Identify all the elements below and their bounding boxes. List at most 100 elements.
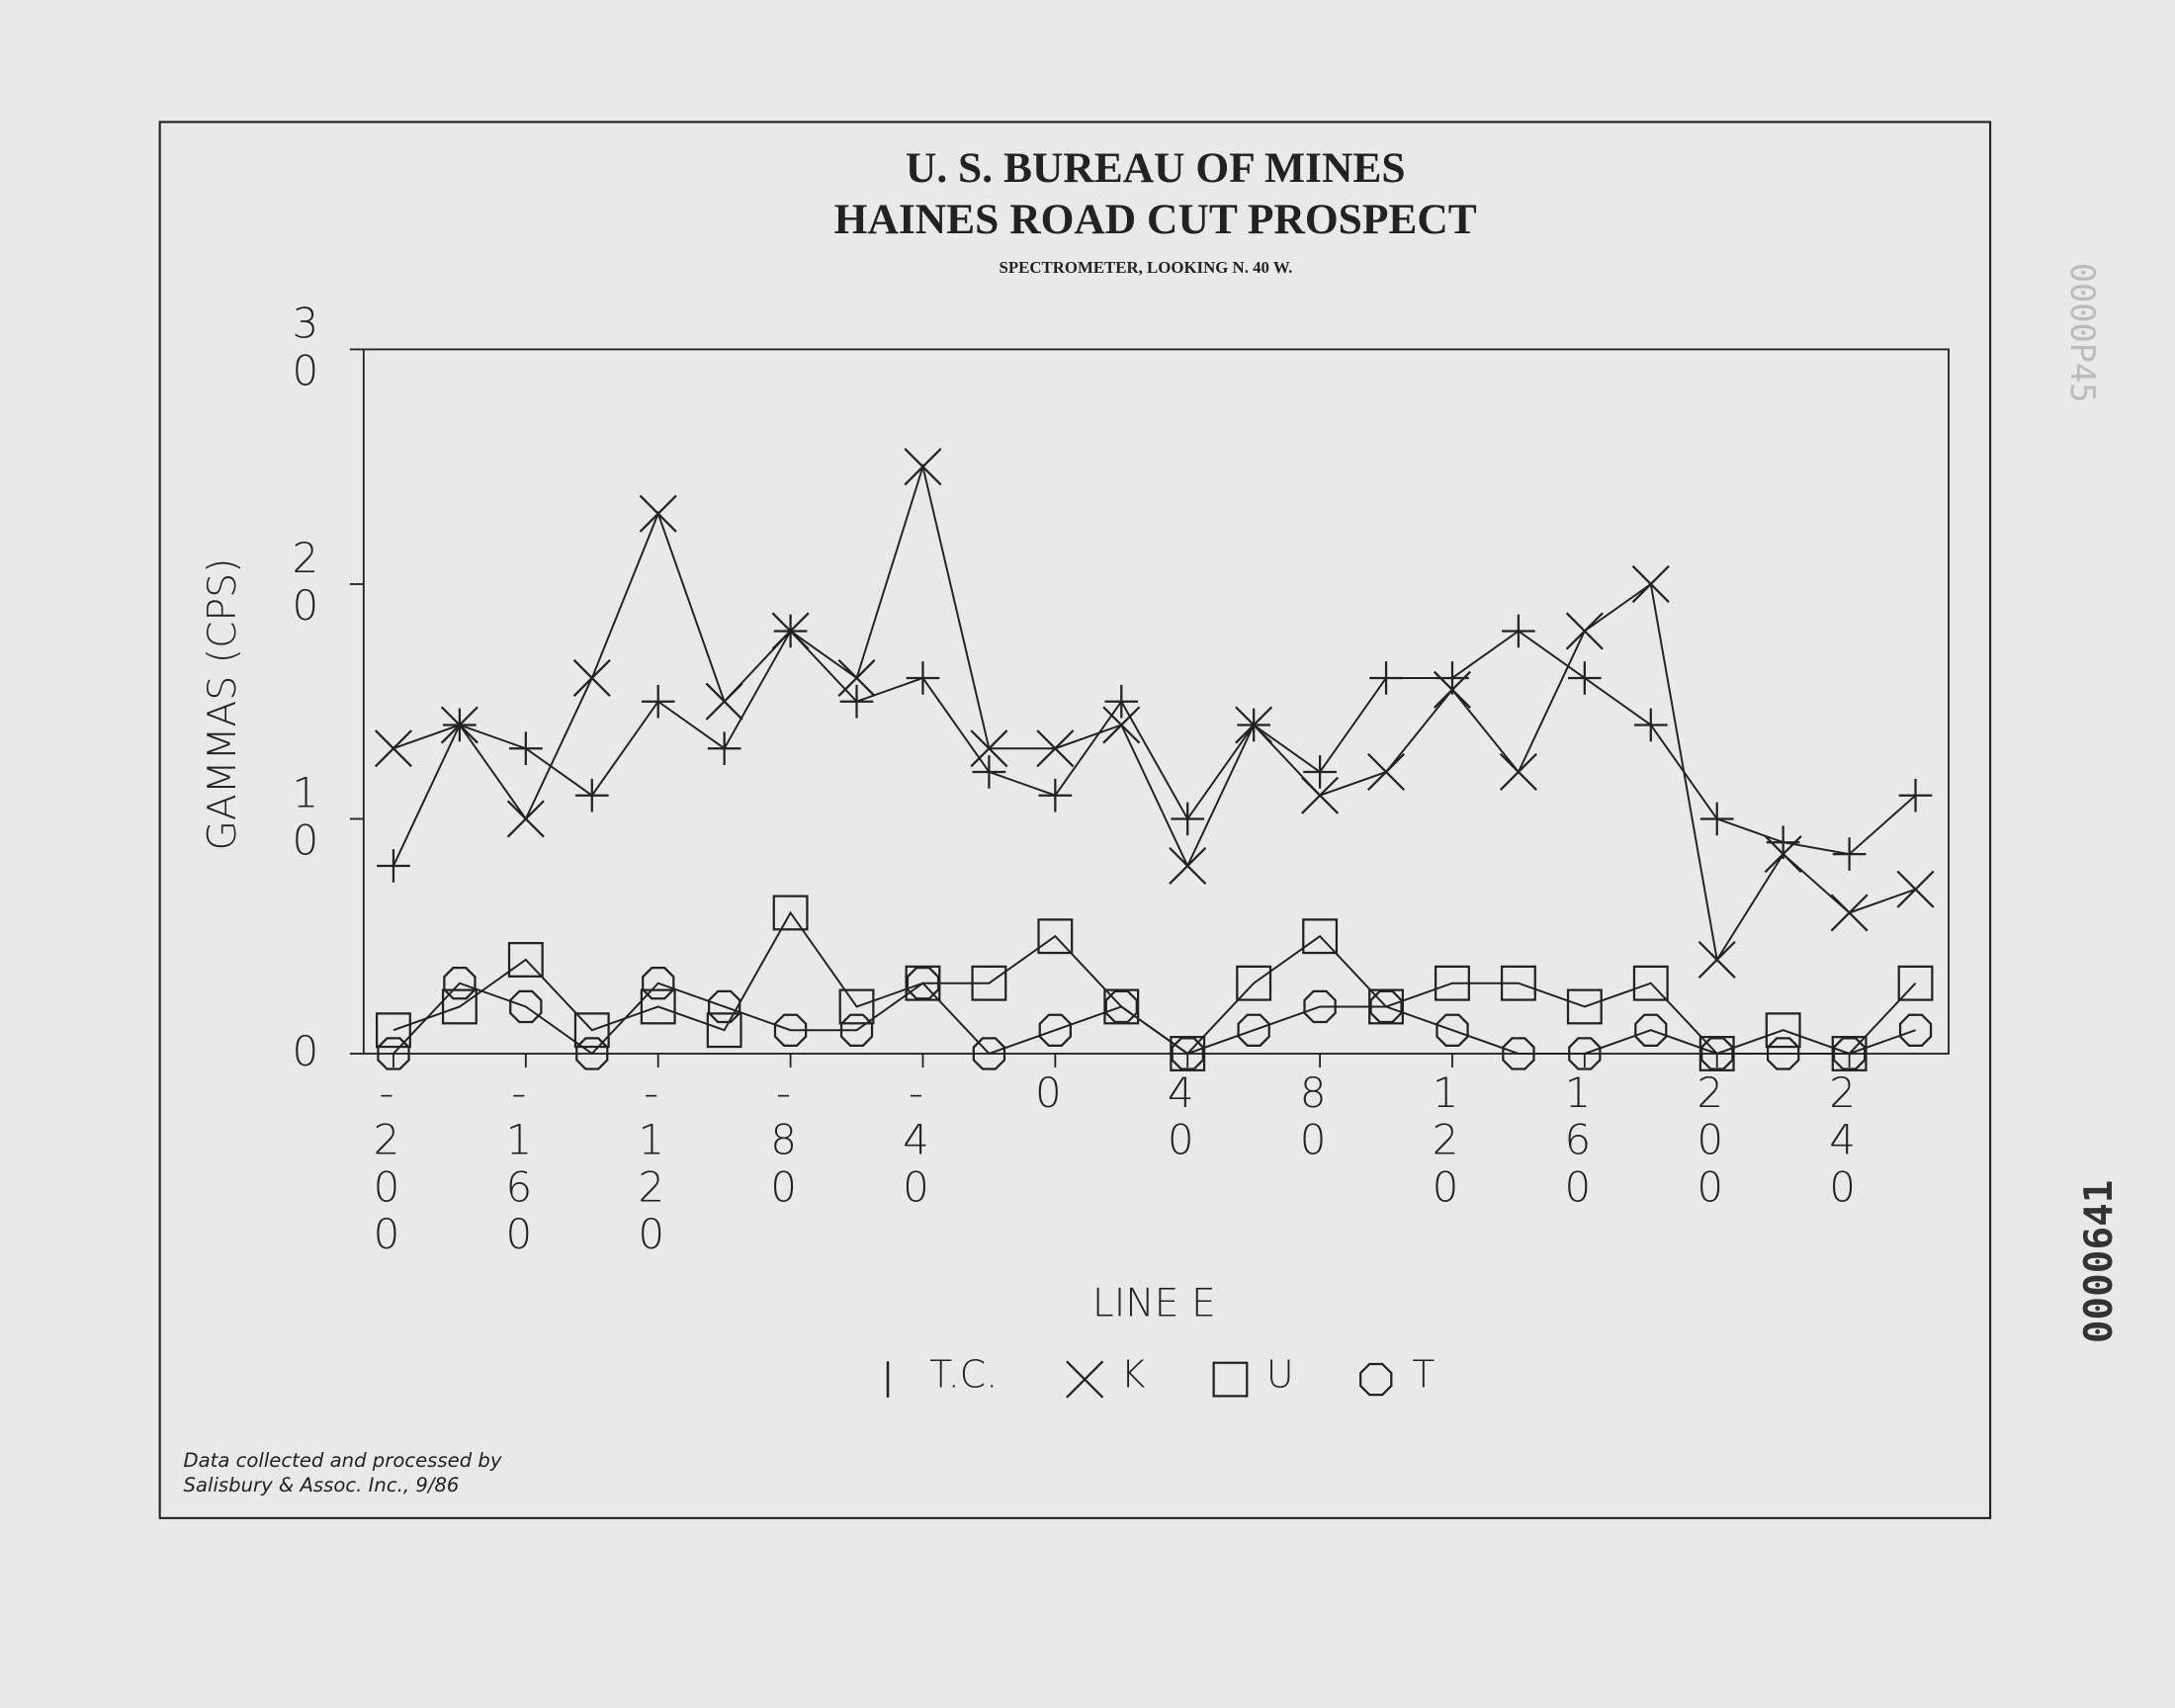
data-point (1104, 989, 1138, 1024)
data-point (572, 658, 611, 697)
data-point (705, 682, 743, 721)
data-point (376, 1012, 411, 1049)
data-point (1697, 940, 1736, 979)
data-point (1301, 776, 1340, 814)
legend-marker (1359, 1362, 1393, 1397)
data-point (1897, 965, 1934, 1001)
data-point (837, 658, 876, 697)
legend-label: T.C. (929, 1352, 998, 1396)
subtitle: HAINES ROAD CUT PROSPECT (834, 196, 1477, 243)
data-point (839, 684, 874, 719)
data-point (906, 661, 940, 695)
stamp: 0000P45 (2063, 263, 2102, 403)
data-point (1765, 1012, 1801, 1049)
data-point (1036, 729, 1075, 768)
data-point (1237, 1013, 1270, 1047)
data-point (1766, 1037, 1800, 1070)
data-point (1369, 661, 1403, 695)
data-point (1367, 752, 1406, 791)
data-point (1500, 965, 1536, 1001)
y-tick-label: 0 (293, 1026, 319, 1074)
data-point (1898, 1013, 1933, 1047)
data-point (1896, 870, 1935, 908)
series-line (392, 982, 1916, 1056)
data-point (1038, 778, 1073, 812)
data-point (443, 967, 477, 1000)
x-tick-label: -1 6 0 (505, 1068, 532, 1258)
data-point (573, 1012, 610, 1049)
data-point (1832, 1037, 1867, 1070)
data-point (1898, 778, 1933, 812)
data-point (1565, 612, 1604, 650)
data-point (1435, 965, 1470, 1001)
data-point (1171, 1037, 1204, 1070)
data-point (707, 989, 741, 1024)
data-point (1566, 988, 1603, 1025)
data-point (506, 800, 545, 838)
data-point (1038, 1013, 1073, 1047)
legend-label: T (1412, 1352, 1435, 1396)
x-tick-label: -1 2 0 (638, 1068, 664, 1258)
x-tick-label: -8 0 (770, 1068, 797, 1211)
data-point (906, 967, 940, 1000)
data-point (1102, 706, 1141, 744)
x-tick-label: -4 0 (903, 1068, 929, 1211)
title: U. S. BUREAU OF MINES (906, 144, 1406, 192)
data-point (772, 895, 809, 931)
series-line (392, 463, 1916, 963)
plot-frame (362, 348, 1950, 1055)
series-line (392, 629, 1917, 867)
data-point (1764, 835, 1802, 874)
data-point (1302, 918, 1339, 955)
data-point (1103, 988, 1140, 1025)
data-point (377, 1037, 410, 1070)
data-point (509, 731, 543, 766)
data-point (1104, 684, 1139, 719)
data-point (1502, 1037, 1535, 1070)
data-point (1568, 661, 1602, 695)
legend-label: K (1121, 1352, 1146, 1396)
data-point (773, 1013, 808, 1047)
legend-marker (1066, 1360, 1104, 1399)
data-point (574, 778, 609, 812)
data-point (1699, 802, 1734, 836)
legend-label: U (1266, 1352, 1294, 1396)
data-point (1171, 802, 1205, 836)
data-point (905, 965, 941, 1001)
data-point (1433, 670, 1472, 709)
y-axis-label: GAMMAS (CPS) (201, 558, 245, 851)
data-point (1037, 918, 1074, 955)
x-axis-label: LINE E (1092, 1282, 1216, 1326)
data-point (377, 849, 410, 883)
data-point (1169, 846, 1207, 885)
legend-marker (1212, 1361, 1249, 1398)
data-point (642, 967, 675, 1000)
data-point (1633, 708, 1668, 742)
series-line (392, 910, 1917, 1056)
outer-frame (158, 121, 1992, 1519)
data-point (507, 942, 544, 978)
data-point (440, 706, 478, 744)
data-point (1303, 989, 1337, 1024)
note: Salisbury & Assoc. Inc., 9/86 (184, 1474, 460, 1496)
data-point (1830, 894, 1869, 932)
data-point (970, 729, 1008, 768)
data-point (640, 988, 676, 1025)
data-point (1632, 965, 1669, 1001)
data-point (838, 988, 875, 1025)
legend: T.C. K U T (886, 1352, 1435, 1399)
data-point (1631, 564, 1670, 603)
data-point (972, 755, 1006, 789)
x-tick-label: 0 (1035, 1068, 1062, 1117)
data-point (441, 988, 478, 1025)
data-point (1568, 1037, 1602, 1070)
